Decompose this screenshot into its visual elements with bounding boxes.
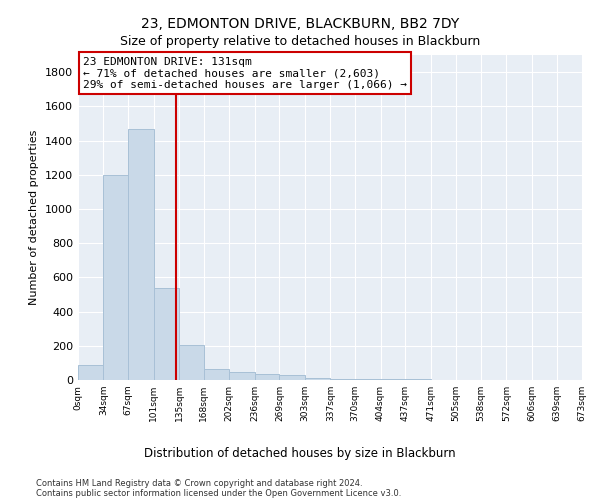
Bar	[331, 379, 355, 380]
Bar	[179, 345, 204, 380]
Y-axis label: Number of detached properties: Number of detached properties	[29, 130, 40, 305]
Bar	[255, 374, 280, 380]
Bar	[78, 364, 103, 380]
Bar	[229, 372, 255, 380]
Text: 23 EDMONTON DRIVE: 131sqm
← 71% of detached houses are smaller (2,603)
29% of se: 23 EDMONTON DRIVE: 131sqm ← 71% of detac…	[83, 56, 407, 90]
Bar	[154, 288, 179, 380]
Bar	[204, 369, 229, 380]
Text: Size of property relative to detached houses in Blackburn: Size of property relative to detached ho…	[120, 35, 480, 48]
Bar	[103, 174, 128, 380]
Text: Contains public sector information licensed under the Open Government Licence v3: Contains public sector information licen…	[36, 489, 401, 498]
Bar	[128, 128, 154, 380]
Bar	[355, 379, 380, 380]
Text: Contains HM Land Registry data © Crown copyright and database right 2024.: Contains HM Land Registry data © Crown c…	[36, 479, 362, 488]
Bar	[280, 375, 305, 380]
Text: Distribution of detached houses by size in Blackburn: Distribution of detached houses by size …	[144, 448, 456, 460]
Text: 23, EDMONTON DRIVE, BLACKBURN, BB2 7DY: 23, EDMONTON DRIVE, BLACKBURN, BB2 7DY	[141, 18, 459, 32]
Bar	[305, 378, 331, 380]
